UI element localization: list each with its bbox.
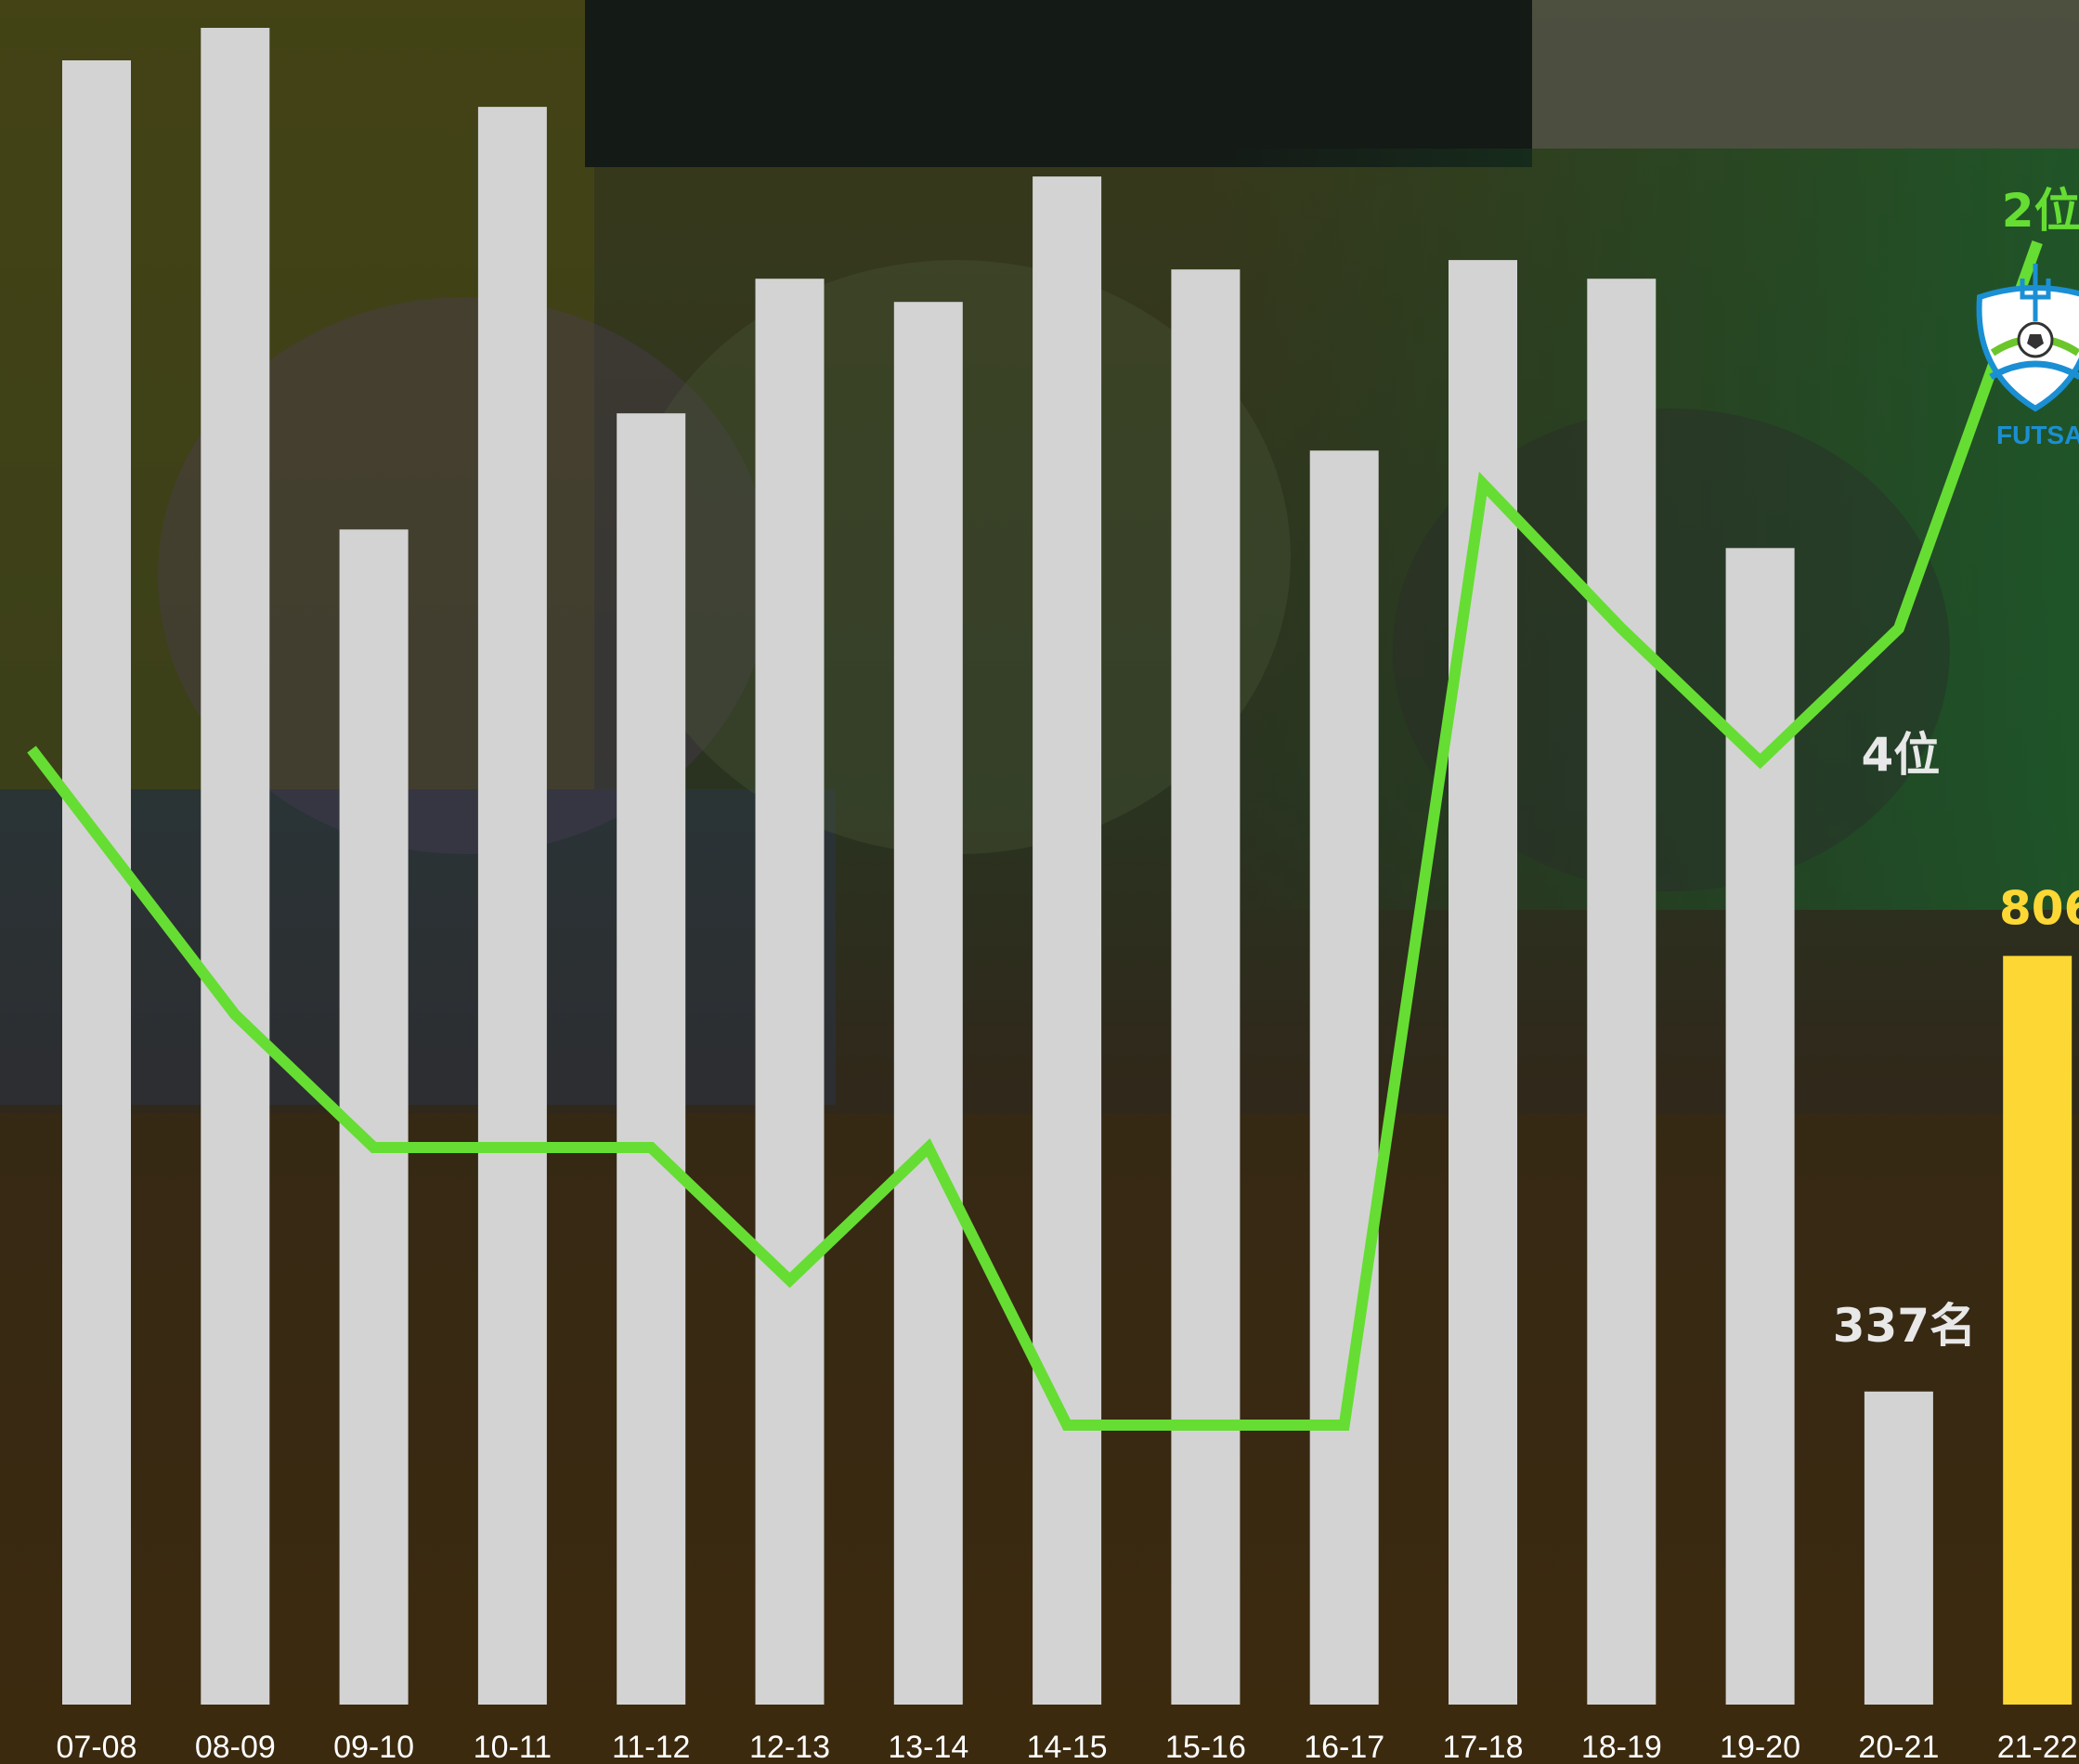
bar-10-11 — [477, 107, 547, 1706]
bars-layer — [62, 28, 2073, 1706]
bar-09-10 — [339, 529, 409, 1705]
x-tick-label: 20-21 — [1858, 1730, 1939, 1764]
x-tick-label: 07-08 — [57, 1730, 137, 1764]
data-label-0: 337名 — [1833, 1299, 1976, 1353]
bar-21-22 — [2003, 955, 2073, 1705]
bar-08-09 — [201, 28, 270, 1705]
shonan-bellmare-futsal-crest-icon: FUTSAL — [1976, 264, 2079, 449]
bar-16-17 — [1309, 450, 1379, 1705]
bar-19-20 — [1725, 548, 1795, 1705]
x-tick-label: 17-18 — [1443, 1730, 1524, 1764]
logo-text: FUTSAL — [1996, 421, 2079, 449]
x-tick-label: 19-20 — [1720, 1730, 1800, 1764]
bar-18-19 — [1587, 279, 1657, 1706]
x-tick-label: 12-13 — [749, 1730, 830, 1764]
bar-14-15 — [1033, 176, 1102, 1706]
x-tick-label: 09-10 — [333, 1730, 414, 1764]
x-tick-label: 14-15 — [1027, 1730, 1108, 1764]
x-axis: 07-08 08-09 09-10 10-11 11-12 12-13 13-14 14-15… — [57, 1730, 2078, 1764]
rank-line — [27, 240, 2043, 1431]
bar-15-16 — [1171, 269, 1241, 1706]
bar-07-08 — [62, 60, 131, 1705]
x-tick-label: 11-12 — [612, 1730, 690, 1764]
data-label-1: 806名 — [1999, 882, 2079, 936]
labels-layer: 337名 806名 4位 2位 — [1833, 184, 2079, 1353]
x-tick-label: 13-14 — [888, 1730, 968, 1764]
x-tick-label: 15-16 — [1165, 1730, 1246, 1764]
bar-12-13 — [755, 279, 825, 1706]
x-tick-label: 18-19 — [1581, 1730, 1662, 1764]
line-layer — [27, 240, 2043, 1431]
data-label-2: 4位 — [1862, 728, 1941, 782]
bar-20-21 — [1864, 1391, 1933, 1705]
x-tick-label: 10-11 — [474, 1730, 552, 1764]
x-tick-label: 16-17 — [1304, 1730, 1384, 1764]
bar-13-14 — [893, 302, 963, 1706]
x-tick-label: 08-09 — [195, 1730, 276, 1764]
data-label-3: 2位 — [2002, 184, 2079, 238]
bar-11-12 — [617, 413, 686, 1706]
x-tick-label: 21-22 — [1997, 1730, 2078, 1764]
